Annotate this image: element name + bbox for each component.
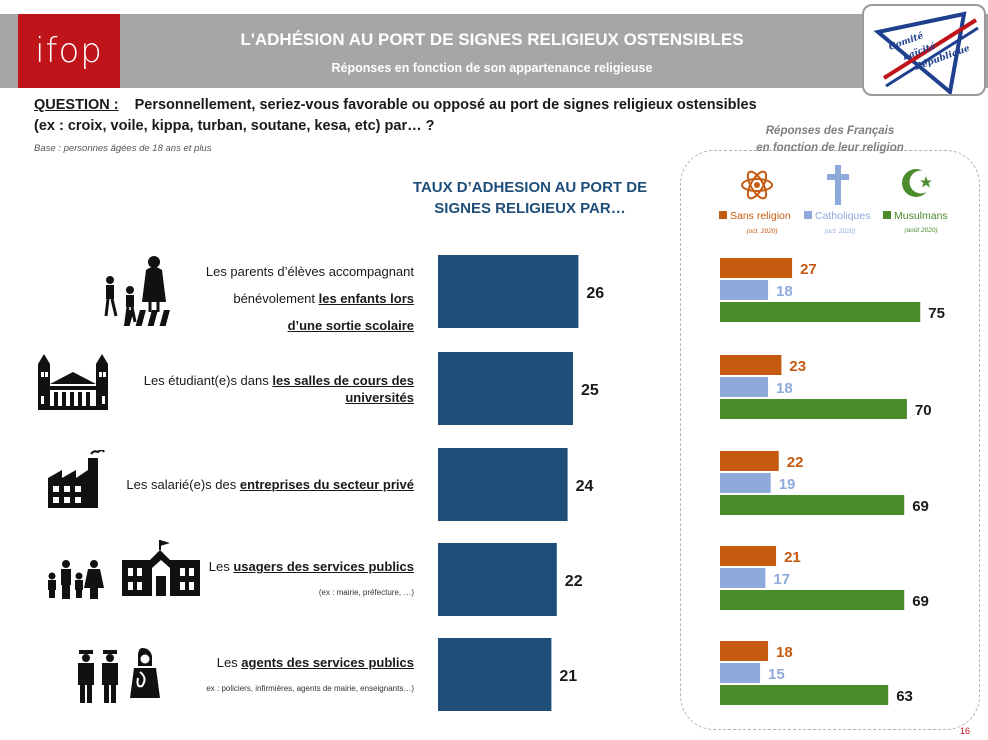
- bar-label-musulmans-3: 69: [912, 498, 929, 515]
- bar-catholiques-2: [720, 377, 769, 397]
- atom-icon: [741, 170, 773, 200]
- bar-label-sans-religion-5: 18: [776, 644, 793, 661]
- bar-musulmans-3: [720, 495, 905, 515]
- religion-panel: [680, 150, 980, 730]
- legend-swatch-musulmans: [883, 211, 891, 219]
- legend-swatch-catholiques: [804, 211, 812, 219]
- school-outing-icon: [104, 256, 170, 326]
- bar-label-musulmans-1: 75: [928, 305, 945, 322]
- legend-sans-religion: Sans religion: [719, 210, 791, 222]
- main-bar-label-2: 25: [581, 382, 599, 399]
- bar-label-catholiques-2: 18: [776, 380, 793, 397]
- page-subtitle: Réponses en fonction de son appartenance…: [331, 61, 653, 75]
- main-bar-chart: 26 25 24 22 21: [438, 255, 604, 711]
- base-note: Base : personnes âgées de 18 ans et plus: [34, 143, 212, 154]
- bar-label-sans-religion-4: 21: [784, 549, 801, 566]
- main-bar-3: [438, 448, 568, 521]
- row-note-5: ex : policiers, infirmières, agents de m…: [206, 684, 414, 693]
- main-chart-title-line-1: TAUX D’ADHESION AU PORT DE: [412, 179, 648, 196]
- bar-sans-religion-1: [720, 258, 793, 278]
- family-icon: [48, 560, 104, 599]
- row-label-1: Les parents d’élèves accompagnant bénévo…: [205, 264, 414, 333]
- cross-icon: [827, 165, 849, 205]
- crescent-star-icon: [902, 169, 933, 197]
- bar-label-sans-religion-2: 23: [789, 358, 806, 375]
- page-number: 16: [959, 726, 970, 736]
- legend-date-sans-religion: (oct. 2020): [746, 228, 778, 235]
- legend-date-musulmans: (août 2020): [904, 227, 938, 234]
- bar-catholiques-5: [720, 663, 761, 683]
- legend-musulmans: Musulmans: [883, 210, 948, 222]
- page-title: L'ADHÉSION AU PORT DE SIGNES RELIGIEUX O…: [240, 30, 744, 49]
- legend-date-catholiques: (oct. 2020): [824, 228, 856, 235]
- bar-catholiques-3: [720, 473, 771, 493]
- bar-label-sans-religion-1: 27: [800, 261, 817, 278]
- row-label-2: Les étudiant(e)s dans les salles de cour…: [143, 373, 414, 405]
- row-label-3: Les salarié(e)s des entreprises du secte…: [126, 477, 414, 492]
- legend-swatch-sans-religion: [719, 211, 727, 219]
- legend-catholiques: Catholiques: [804, 210, 870, 222]
- main-chart-title: TAUX D’ADHESION AU PORT DE SIGNES RELIGI…: [330, 177, 730, 219]
- bar-label-musulmans-2: 70: [915, 402, 932, 419]
- main-bar-4: [438, 543, 557, 616]
- question-text-1: Personnellement, seriez-vous favorable o…: [134, 97, 757, 113]
- bar-label-catholiques-5: 15: [768, 666, 785, 683]
- bar-sans-religion-3: [720, 451, 779, 471]
- main-bar-1: [438, 255, 579, 328]
- bar-sans-religion-4: [720, 546, 777, 566]
- religion-bar-chart: 27 23 22 21 18 18 18 19 17 15 75 70 69 69 63: [720, 258, 945, 705]
- main-bar-label-1: 26: [586, 285, 604, 302]
- main-bar-label-3: 24: [576, 478, 594, 495]
- bar-sans-religion-2: [720, 355, 782, 375]
- ifop-logo: ifop: [18, 14, 120, 88]
- header-band: [0, 14, 988, 88]
- bar-sans-religion-5: [720, 641, 769, 661]
- main-bar-label-4: 22: [565, 573, 583, 590]
- question-line-2: (ex : croix, voile, kippa, turban, souta…: [34, 118, 435, 134]
- bar-musulmans-5: [720, 685, 889, 705]
- bar-label-musulmans-4: 69: [912, 593, 929, 610]
- town-hall-icon: [122, 540, 200, 596]
- bar-musulmans-4: [720, 590, 905, 610]
- bar-label-catholiques-1: 18: [776, 283, 793, 300]
- factory-icon: [48, 450, 105, 508]
- religion-panel-title: Réponses des Français en fonction de leu…: [756, 125, 904, 154]
- bar-catholiques-4: [720, 568, 766, 588]
- bar-label-catholiques-3: 19: [779, 476, 796, 493]
- main-bar-label-5: 21: [559, 668, 577, 685]
- main-chart-title-line-2: SIGNES RELIGIEUX PAR…: [434, 200, 626, 217]
- row-label-5: Les agents des services publics: [216, 655, 414, 670]
- bar-catholiques-1: [720, 280, 769, 300]
- university-icon: [38, 354, 108, 410]
- public-agents-icon: [78, 648, 160, 703]
- question-line-1: QUESTION : Personnellement, seriez-vous f…: [34, 97, 757, 113]
- bar-label-catholiques-4: 17: [773, 571, 790, 588]
- bar-label-musulmans-5: 63: [896, 688, 913, 705]
- bar-label-sans-religion-3: 22: [787, 454, 804, 471]
- row-note-4: (ex : mairie, préfecture, …): [318, 588, 414, 597]
- row-label-4: Les usagers des services publics: [208, 559, 414, 574]
- bar-musulmans-1: [720, 302, 921, 322]
- bar-musulmans-2: [720, 399, 907, 419]
- main-bar-5: [438, 638, 552, 711]
- comite-laicite-republique-logo: Comité Laïcité République: [862, 4, 986, 96]
- question-label: QUESTION :: [34, 97, 119, 113]
- main-bar-2: [438, 352, 573, 425]
